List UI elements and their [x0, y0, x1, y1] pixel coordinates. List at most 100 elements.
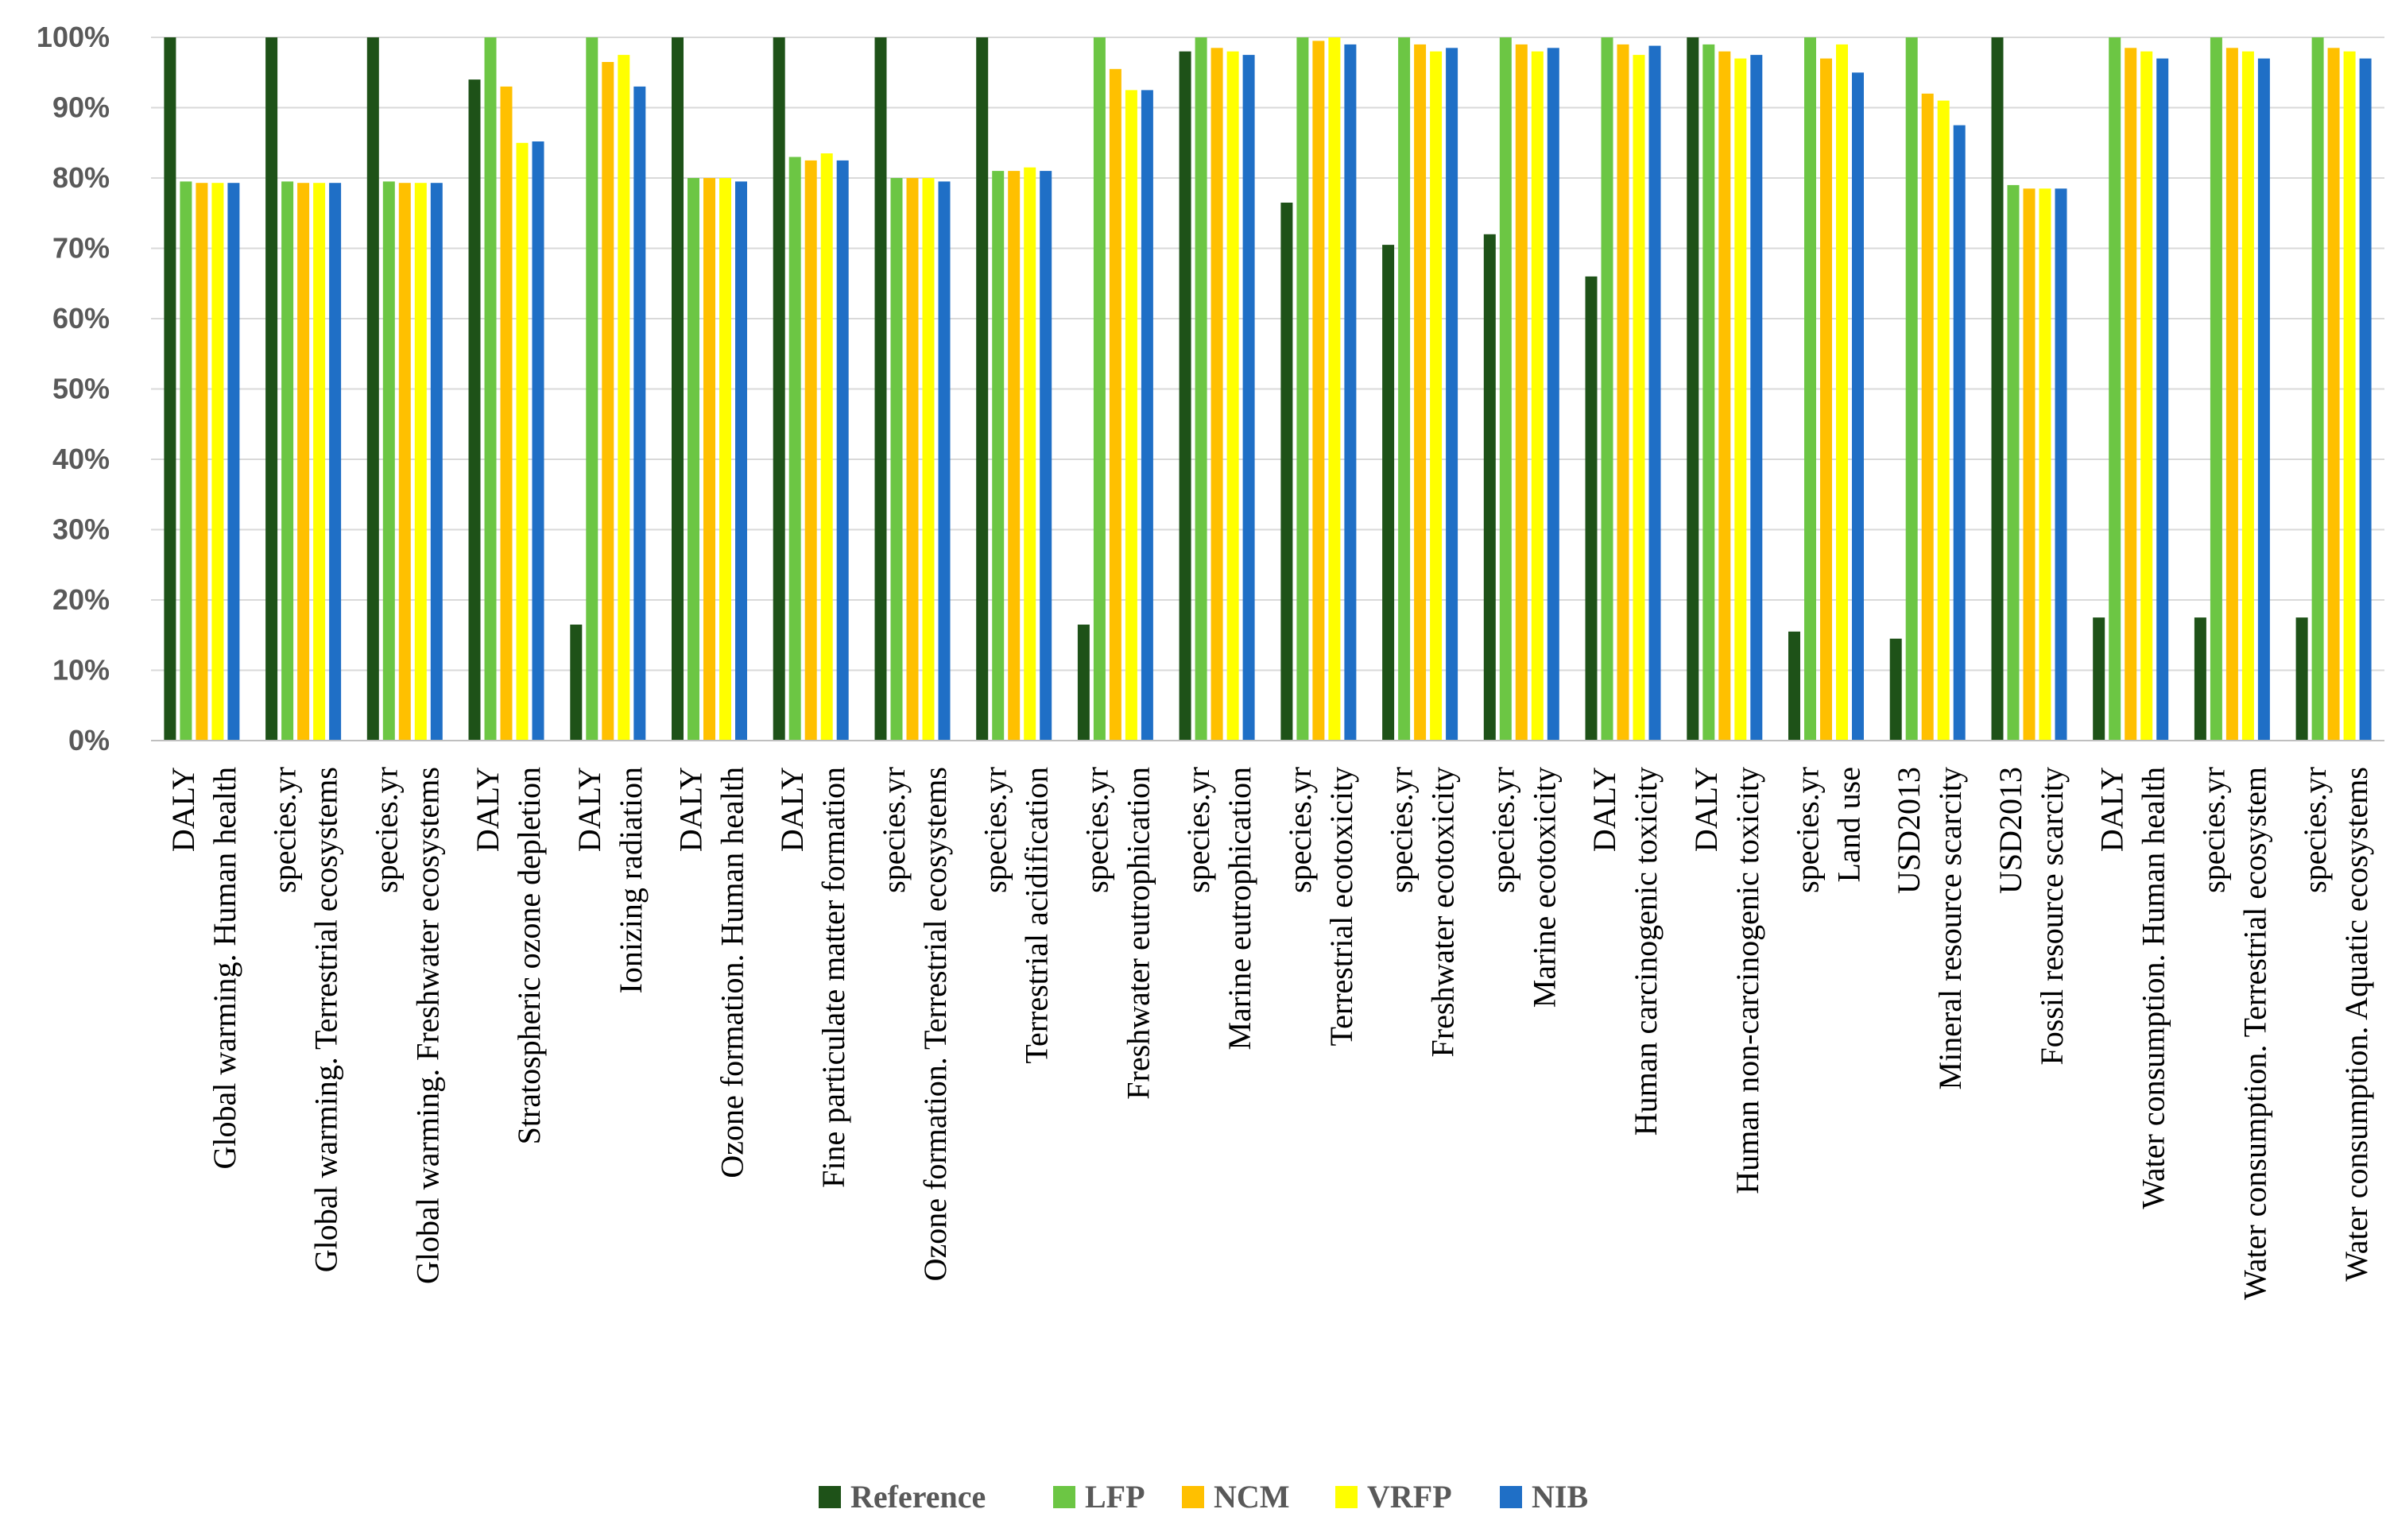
bar-nib-10 [1242, 55, 1255, 741]
bar-ncm-13 [1515, 44, 1528, 741]
bar-lfp-17 [1905, 37, 1918, 741]
legend-swatch-lfp [1053, 1486, 1075, 1508]
bar-lfp-21 [2311, 37, 2324, 741]
legend-swatch-reference [819, 1486, 841, 1508]
bar-nib-14 [1648, 45, 1661, 741]
category-name-label: Global warming. Freshwater ecosystems [409, 767, 445, 1284]
category-unit-label: DALY [165, 767, 201, 852]
bar-reference-18 [1991, 37, 2004, 741]
bar-lfp-15 [1702, 44, 1715, 741]
y-tick-label: 50% [52, 373, 110, 405]
y-tick-label: 0% [68, 724, 110, 756]
bar-reference-8 [976, 37, 989, 741]
category-unit-label: DALY [571, 767, 607, 852]
bar-reference-2 [366, 37, 379, 741]
bar-reference-1 [265, 37, 278, 741]
category-unit-label: USD2013 [1891, 767, 1927, 894]
bar-lfp-4 [586, 37, 598, 741]
bar-ncm-18 [2023, 188, 2036, 741]
category-unit-label: DALY [673, 767, 709, 852]
y-tick-label: 10% [52, 654, 110, 687]
bar-vrfp-0 [211, 183, 224, 741]
bar-vrfp-21 [2343, 51, 2356, 741]
bar-lfp-19 [2109, 37, 2121, 741]
legend-swatch-nib [1500, 1486, 1522, 1508]
bar-ncm-8 [1008, 171, 1021, 741]
bar-vrfp-7 [922, 178, 935, 741]
bar-lfp-13 [1499, 37, 1512, 741]
bar-lfp-18 [2007, 184, 2020, 741]
bar-reference-19 [2093, 617, 2105, 741]
legend-label-lfp: LFP [1085, 1479, 1145, 1515]
bar-ncm-20 [2225, 48, 2238, 741]
bar-vrfp-10 [1226, 51, 1239, 741]
category-unit-label: DALY [774, 767, 810, 852]
category-name-label: Human non-carcinogenic toxicity [1730, 767, 1765, 1194]
bar-vrfp-11 [1328, 37, 1341, 741]
bar-nib-17 [1953, 125, 1966, 741]
bar-nib-9 [1141, 90, 1153, 741]
bar-reference-9 [1077, 625, 1090, 741]
category-name-label: Water consumption. Terrestrial ecosystem [2237, 767, 2272, 1300]
bar-reference-4 [570, 625, 583, 741]
bar-reference-21 [2295, 617, 2308, 741]
category-name-label: Freshwater ecotoxicity [1425, 767, 1461, 1057]
bar-reference-5 [672, 37, 684, 741]
bar-reference-0 [164, 37, 176, 741]
category-name-label: Fossil resource scarcity [2034, 767, 2070, 1065]
bar-nib-0 [227, 183, 240, 741]
bar-nib-15 [1750, 55, 1763, 741]
bar-vrfp-18 [2039, 188, 2051, 741]
bar-reference-20 [2194, 617, 2206, 741]
category-name-label: Terrestrial ecotoxicity [1323, 767, 1359, 1046]
category-name-label: Water consumption. Aquatic ecosystems [2338, 767, 2374, 1282]
y-tick-label: 80% [52, 161, 110, 194]
bar-nib-8 [1040, 171, 1052, 741]
category-unit-label: DALY [470, 767, 506, 852]
category-name-label: Global warming. Terrestrial ecosystems [308, 767, 344, 1272]
bar-reference-3 [468, 79, 481, 741]
category-unit-label: species.yr [368, 767, 404, 893]
category-unit-label: species.yr [2297, 767, 2333, 893]
bar-lfp-16 [1804, 37, 1816, 741]
bar-vrfp-14 [1633, 55, 1645, 741]
y-tick-label: 100% [37, 21, 110, 53]
category-unit-label: species.yr [1384, 767, 1420, 893]
bar-lfp-6 [788, 157, 801, 741]
category-name-label: Global warming. Human health [207, 767, 242, 1170]
y-tick-label: 90% [52, 91, 110, 124]
category-name-label: Terrestrial acidification [1019, 767, 1055, 1064]
bar-vrfp-20 [2241, 51, 2254, 741]
bar-reference-11 [1280, 203, 1293, 741]
bar-nib-13 [1547, 48, 1559, 741]
bar-ncm-19 [2125, 48, 2137, 741]
category-name-label: Human carcinogenic toxicity [1628, 767, 1664, 1136]
category-name-label: Mineral resource scarcity [1932, 767, 1968, 1089]
bar-nib-12 [1446, 48, 1458, 741]
category-name-label: Freshwater eutrophication [1120, 767, 1156, 1100]
bar-nib-16 [1852, 72, 1864, 741]
y-tick-label: 40% [52, 443, 110, 475]
category-unit-label: species.yr [978, 767, 1013, 893]
bar-nib-7 [938, 181, 951, 741]
bar-ncm-11 [1312, 41, 1325, 741]
bar-ncm-9 [1109, 68, 1121, 741]
bar-reference-7 [874, 37, 887, 741]
bar-lfp-3 [484, 37, 497, 741]
legend-swatch-ncm [1182, 1486, 1204, 1508]
category-unit-label: species.yr [1180, 767, 1216, 893]
bar-ncm-2 [398, 183, 411, 741]
bar-ncm-12 [1414, 44, 1427, 741]
bar-reference-13 [1483, 234, 1496, 741]
bar-ncm-1 [297, 183, 310, 741]
legend-label-reference: Reference [850, 1479, 986, 1515]
category-name-label: Marine eutrophication [1222, 767, 1257, 1051]
bar-lfp-0 [180, 181, 192, 741]
legend-label-nib: NIB [1532, 1479, 1588, 1515]
category-name-label: Ozone formation. Human health [715, 767, 750, 1178]
category-unit-label: species.yr [876, 767, 912, 893]
bar-vrfp-1 [313, 183, 326, 741]
bar-reference-17 [1889, 638, 1902, 741]
bar-ncm-5 [703, 178, 715, 741]
